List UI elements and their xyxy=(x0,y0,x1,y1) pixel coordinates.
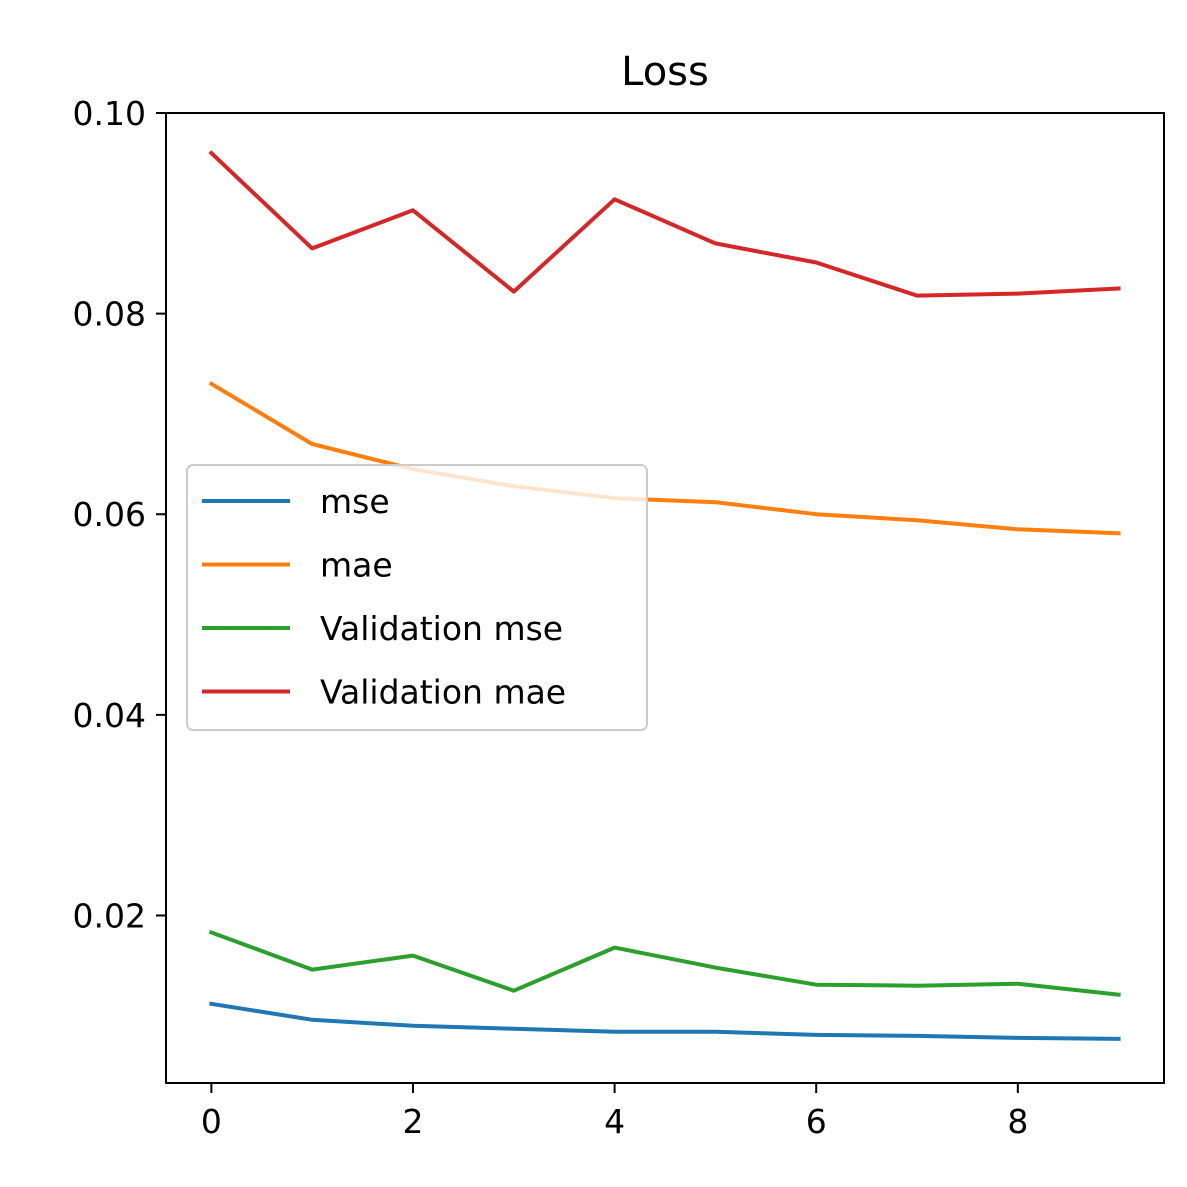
legend-label: mae xyxy=(320,546,393,585)
x-tick-label: 6 xyxy=(806,1102,827,1141)
x-axis: 0 2 4 6 8 xyxy=(201,1083,1028,1141)
x-tick-label: 4 xyxy=(604,1102,625,1141)
legend-label: mse xyxy=(320,482,390,521)
series-layer xyxy=(208,150,1121,1041)
legend-box xyxy=(186,464,648,731)
series-line-mse xyxy=(209,1001,1121,1041)
y-tick-label: 0.04 xyxy=(73,696,146,735)
x-tick-label: 2 xyxy=(402,1102,423,1141)
y-tick-label: 0.08 xyxy=(73,295,146,334)
chart-title: Loss xyxy=(621,49,709,95)
series-line-mae xyxy=(208,381,1121,536)
legend: mse mae Validation mse Validation mae xyxy=(186,464,648,731)
series-line-validation-mae xyxy=(208,150,1121,298)
y-tick-label: 0.02 xyxy=(73,896,146,935)
plot-frame xyxy=(165,112,1165,1084)
x-tick-label: 0 xyxy=(201,1102,222,1141)
legend-label: Validation mse xyxy=(320,609,563,648)
series-line-validation-mse xyxy=(208,929,1121,997)
legend-label: Validation mae xyxy=(320,673,566,712)
y-tick-label: 0.10 xyxy=(73,94,146,133)
y-tick-label: 0.06 xyxy=(73,495,146,534)
y-axis: 0.02 0.04 0.06 0.08 0.10 xyxy=(73,94,166,935)
x-tick-label: 8 xyxy=(1007,1102,1028,1141)
